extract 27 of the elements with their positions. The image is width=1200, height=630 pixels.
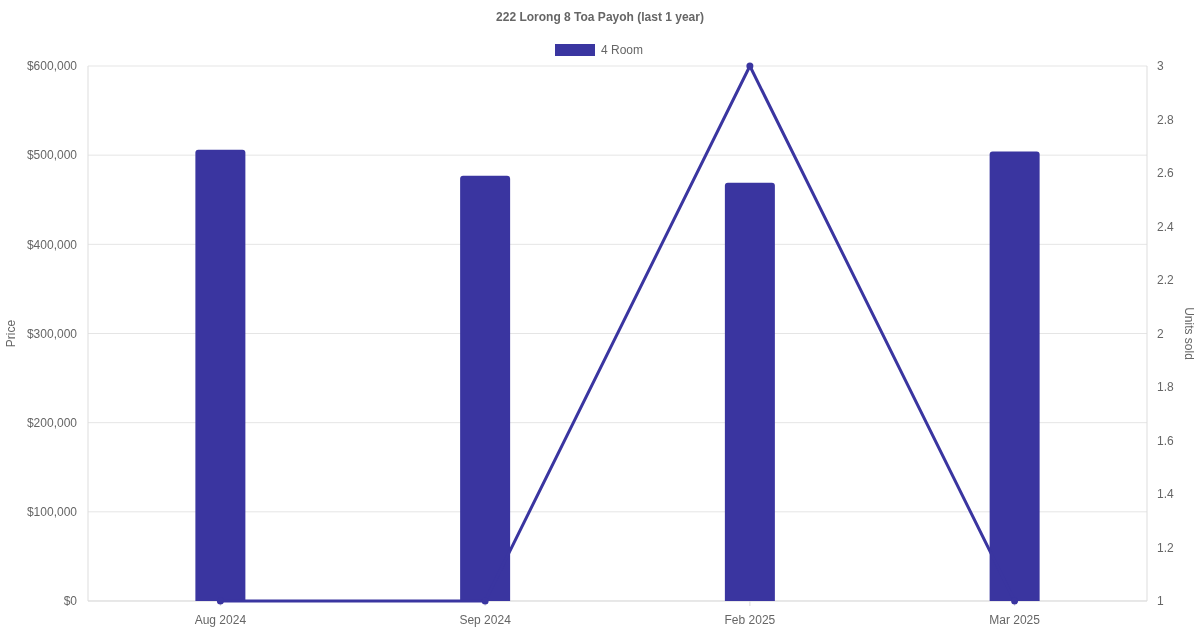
- y-tick-label: $0: [63, 594, 78, 609]
- y2-tick-label: 2.6: [1157, 166, 1175, 181]
- y-axis-title: Price: [4, 319, 18, 348]
- x-tick-label: Sep 2024: [459, 613, 512, 627]
- y2-tick-label: 1.8: [1157, 380, 1175, 395]
- x-tick-label: Feb 2025: [724, 613, 776, 627]
- bar: [724, 182, 775, 601]
- y-tick-label: $600,000: [26, 59, 78, 74]
- y2-tick-label: 1: [1157, 594, 1164, 609]
- y2-tick-label: 2.4: [1157, 219, 1175, 234]
- legend-label: 4 Room: [601, 43, 644, 58]
- y-tick-label: $500,000: [26, 148, 78, 163]
- y2-tick-label: 2.8: [1157, 112, 1175, 127]
- y2-tick-label: 1.6: [1157, 433, 1175, 448]
- y-tick-label: $200,000: [26, 415, 78, 430]
- y-tick-label: $100,000: [26, 505, 78, 520]
- y2-tick-label: 2: [1157, 326, 1164, 341]
- y2-tick-label: 3: [1157, 59, 1164, 74]
- y2-axis-title: Units sold: [1182, 307, 1196, 360]
- chart-title: 222 Lorong 8 Toa Payoh (last 1 year): [496, 10, 704, 24]
- y2-tick-label: 2.2: [1157, 273, 1175, 288]
- x-tick-label: Aug 2024: [194, 613, 247, 627]
- y2-tick-label: 1.2: [1157, 540, 1175, 555]
- y-tick-label: $400,000: [26, 237, 78, 252]
- y-tick-label: $300,000: [26, 326, 78, 341]
- x-tick-label: Mar 2025: [989, 613, 1041, 627]
- y2-tick-label: 1.4: [1157, 487, 1175, 502]
